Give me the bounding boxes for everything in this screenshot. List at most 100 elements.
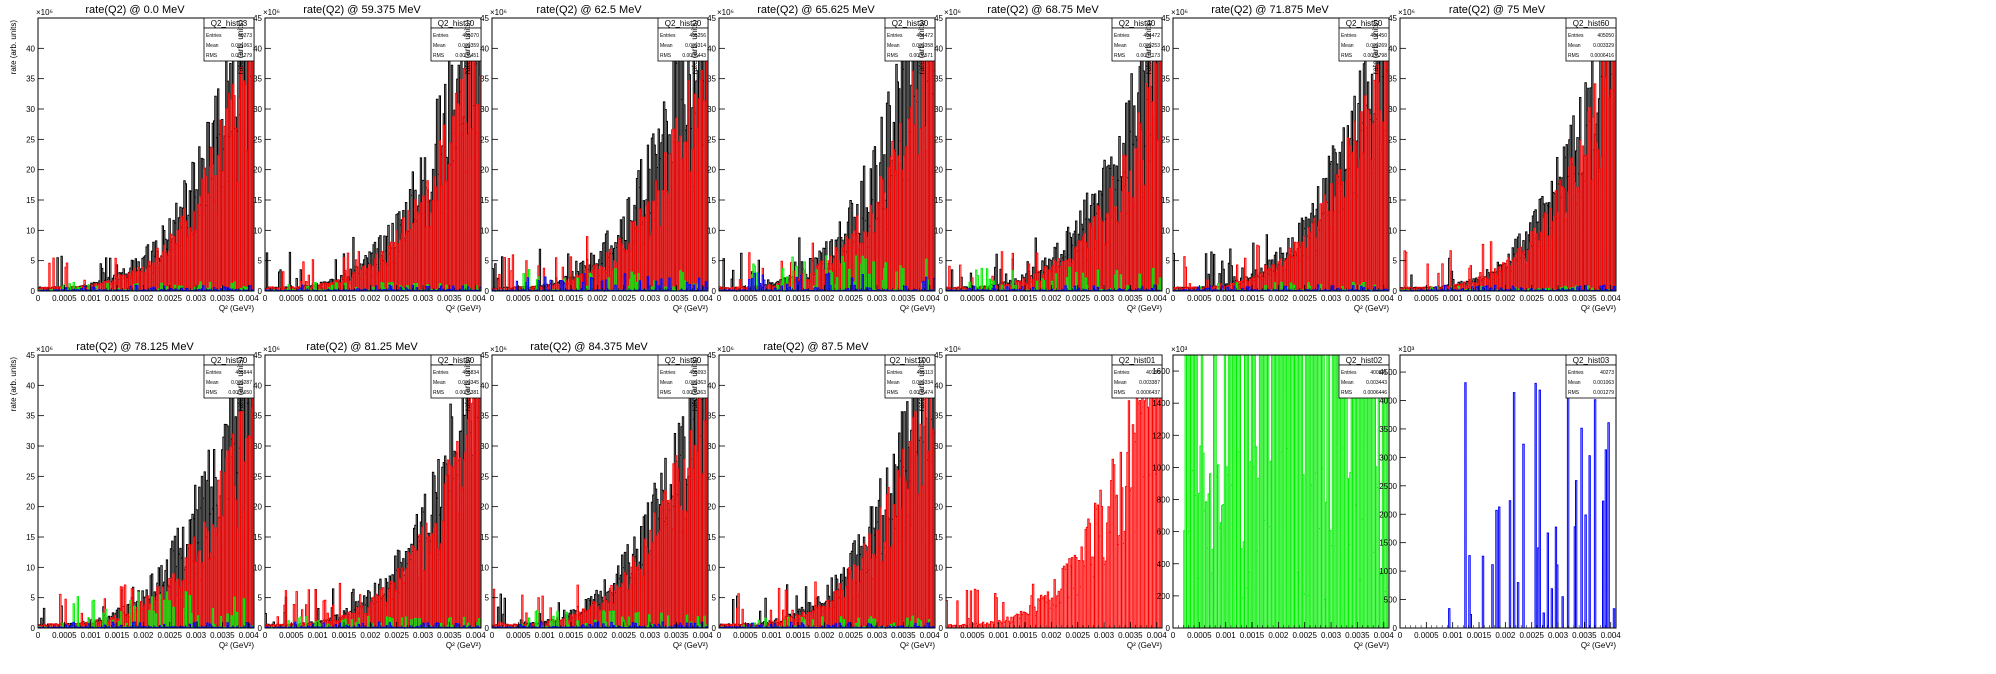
x-tick-label: 0 [490, 631, 495, 640]
y-tick-label: 2000 [1379, 510, 1397, 519]
x-tick-label: 0.0025 [1292, 294, 1317, 303]
y-tick-label: 15 [480, 533, 489, 542]
y-tick-label: 30 [707, 105, 716, 114]
x-tick-label: 0.004 [239, 294, 260, 303]
histogram-panel: 0 5 10 15 20 25 30 35 40 45 0 0.0005 0.001 0.0015 0.00… [227, 0, 497, 337]
stats-name: Q2_hist10 [438, 19, 475, 28]
y-tick-label: 10 [707, 226, 716, 235]
histogram-panel: 0 5 10 15 20 25 30 35 40 45 0 0.0005 0.001 0.0015 0.00… [1135, 0, 1405, 337]
y-tick-label: 30 [26, 442, 35, 451]
stats-key: RMS [1114, 390, 1126, 396]
y-tick-label: 15 [934, 196, 943, 205]
x-tick-label: 0.0035 [437, 294, 462, 303]
stats-box: Q2_hist40 Entries 404472 Mean 0.003253 RMS 0.0… [1111, 17, 1163, 62]
y-axis-exponent: ×10⁶ [36, 345, 53, 354]
stats-value: 0.0006437 [1136, 390, 1160, 396]
x-tick-label: 0.0005 [960, 294, 985, 303]
stats-key: RMS [1114, 53, 1126, 59]
y-axis-exponent: ×10⁶ [36, 8, 53, 17]
y-tick-label: 35 [934, 412, 943, 421]
stats-value: 0.003334 [912, 380, 933, 386]
y-tick-label: 5 [712, 257, 717, 266]
y-axis-label: rate (arb. units) [9, 357, 18, 412]
x-axis-label: Q² (GeV²) [1581, 304, 1616, 313]
y-axis-exponent: ×10⁶ [490, 8, 507, 17]
x-tick-label: 0.0015 [786, 631, 811, 640]
y-tick-label: 1500 [1379, 539, 1397, 548]
y-tick-label: 10 [26, 226, 35, 235]
y-tick-label: 35 [1388, 75, 1397, 84]
stats-key: Entries [1341, 370, 1357, 376]
y-tick-label: 20 [1161, 166, 1170, 175]
x-tick-label: 0.004 [466, 631, 487, 640]
y-tick-label: 20 [480, 503, 489, 512]
x-tick-label: 0.003 [186, 631, 207, 640]
y-tick-label: 1000 [1152, 463, 1170, 472]
stats-name: Q2_hist100 [890, 356, 931, 365]
x-tick-label: 0.0025 [384, 631, 409, 640]
y-tick-label: 35 [707, 75, 716, 84]
histogram-svg: 0.0035Q2_hist03Entries40273Mean0.001063R… [1910, 337, 1996, 674]
x-tick-label: 0.0025 [838, 631, 863, 640]
histogram-panel: 0 5 10 15 20 25 30 35 40 45 0 0.0005 0.001 0.0015 0.00… [1362, 0, 1632, 337]
y-tick-label: 5 [939, 594, 944, 603]
y-tick-label: 35 [934, 75, 943, 84]
stats-name: Q2_hist90 [665, 356, 702, 365]
y-tick-label: 25 [707, 472, 716, 481]
y-tick-label: 400 [1157, 560, 1171, 569]
chart-title: rate(Q2) @ 87.5 MeV [763, 341, 869, 353]
stats-box: Q2_hist20 Entries 405256 Mean 0.003314 RMS 0.0… [657, 17, 709, 62]
stats-key: Entries [206, 370, 222, 376]
stats-name: Q2_hist03 [1573, 356, 1610, 365]
stats-box: Q2_hist100 Entries 405113 Mean 0.003334 RMS 0.… [884, 354, 936, 399]
x-tick-label: 0.0015 [559, 294, 584, 303]
x-tick-label: 0.0025 [384, 294, 409, 303]
chart-title: rate(Q2) @ 62.5 MeV [536, 4, 642, 16]
stats-value: 0.003287 [231, 380, 252, 386]
x-tick-label: 0 [263, 631, 268, 640]
stats-value: 405834 [462, 370, 479, 376]
stats-value: 0.0006451 [455, 53, 479, 59]
x-tick-label: 0.0035 [891, 294, 916, 303]
y-axis-exponent: ×10⁶ [263, 345, 280, 354]
stats-key: Mean [1341, 380, 1354, 386]
y-tick-label: 40 [26, 44, 35, 53]
y-tick-label: 0 [31, 624, 36, 633]
x-tick-label: 0.0005 [960, 631, 985, 640]
y-tick-label: 35 [707, 412, 716, 421]
y-tick-label: 25 [480, 135, 489, 144]
x-tick-label: 0.0015 [1240, 294, 1265, 303]
y-tick-label: 10 [934, 226, 943, 235]
y-tick-label: 40 [480, 44, 489, 53]
x-tick-label: 0.002 [1041, 631, 1062, 640]
x-tick-label: 0.0035 [891, 631, 916, 640]
series-red [264, 359, 481, 629]
y-tick-label: 10 [26, 563, 35, 572]
stats-value: 0.003363 [685, 380, 706, 386]
y-tick-label: 10 [480, 563, 489, 572]
x-tick-label: 0.003 [640, 631, 661, 640]
stats-value: 0.003345 [458, 380, 479, 386]
x-tick-label: 0 [36, 631, 41, 640]
y-axis-exponent: ×10³ [1171, 345, 1188, 354]
x-tick-label: 0.003 [1094, 631, 1115, 640]
stats-value: 40273 [1600, 370, 1614, 376]
stats-name: Q2_hist70 [211, 356, 248, 365]
plot-frame [264, 354, 482, 629]
y-tick-label: 10 [934, 563, 943, 572]
x-tick-label: 0.0005 [1187, 294, 1212, 303]
x-tick-label: 0.001 [1443, 631, 1464, 640]
stats-value: 405844 [235, 370, 252, 376]
x-tick-label: 0.0025 [1065, 631, 1090, 640]
y-tick-label: 35 [1161, 75, 1170, 84]
stats-key: RMS [1568, 390, 1580, 396]
x-tick-label: 0.003 [867, 631, 888, 640]
chart-title: rate(Q2) @ 65.625 MeV [757, 4, 875, 16]
y-axis-exponent: ×10⁶ [944, 345, 961, 354]
y-tick-label: 20 [253, 166, 262, 175]
stats-key: RMS [206, 53, 218, 59]
y-axis-label: rate (arb. units) [236, 357, 245, 412]
